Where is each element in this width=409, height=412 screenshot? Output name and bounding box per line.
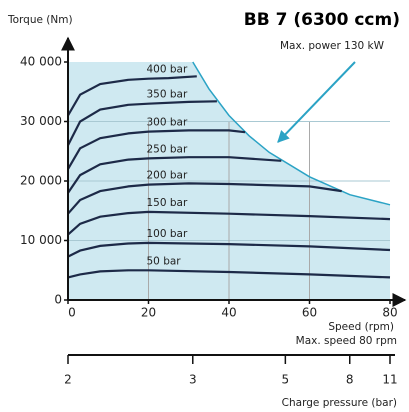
pressure-line [67, 182, 342, 215]
charge-tick-label: 8 [346, 373, 354, 387]
power-curve [192, 61, 391, 206]
y-tick-label: 40 000 [20, 55, 62, 69]
charge-tick-label: 2 [64, 373, 72, 387]
series-label: 50 bar [147, 255, 182, 267]
y-tick-label: 0 [54, 293, 62, 307]
series-label: 300 bar [147, 117, 188, 129]
pressure-line [67, 156, 282, 194]
charge-tick-label: 5 [282, 373, 290, 387]
x-tick-label: 80 [382, 306, 397, 320]
pressure-line [67, 129, 246, 170]
pressure-line [67, 100, 217, 146]
charge-axis-label: Charge pressure (bar) [282, 397, 397, 409]
x-axis-label: Speed (rpm) [328, 321, 394, 333]
x-note: Max. speed 80 rpm [296, 335, 397, 347]
x-tick-label: 20 [141, 306, 156, 320]
y-tick-label: 20 000 [20, 174, 62, 188]
series-label: 200 bar [147, 170, 188, 182]
line-layer [67, 61, 391, 279]
x-tick-label: 60 [302, 306, 317, 320]
power-arrow [277, 61, 356, 143]
chart-title: BB 7 (6300 ccm) [244, 10, 400, 30]
y-tick-label: 10 000 [20, 233, 62, 247]
charge-tick-label: 11 [382, 373, 397, 387]
x-tick-label: 40 [221, 306, 236, 320]
pressure-line [67, 75, 197, 117]
series-label: 150 bar [147, 197, 188, 209]
series-label: 100 bar [147, 228, 188, 240]
series-label: 350 bar [147, 89, 188, 101]
x-tick-label: 0 [68, 306, 76, 320]
y-tick-label: 30 000 [20, 114, 62, 128]
charge-tick-label: 3 [189, 373, 197, 387]
pressure-line [67, 269, 391, 279]
pressure-line [67, 210, 391, 236]
series-label: 250 bar [147, 143, 188, 155]
pressure-line [67, 241, 391, 258]
series-label: 400 bar [147, 64, 188, 76]
y-axis-label: Torque (Nm) [7, 14, 73, 26]
power-label: Max. power 130 kW [280, 40, 385, 52]
